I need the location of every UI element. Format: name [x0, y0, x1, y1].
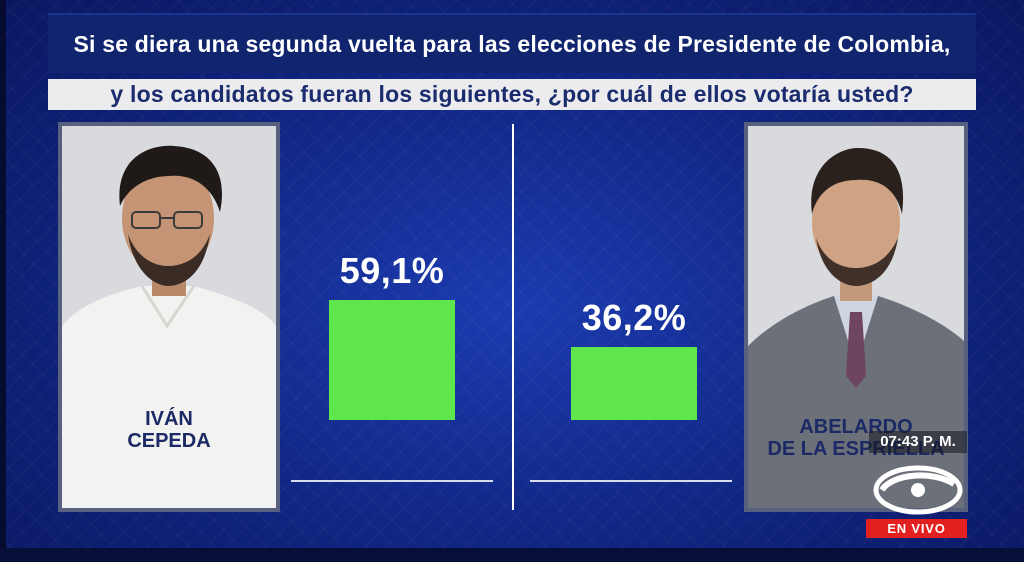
result-bar-delaespriella — [571, 346, 697, 420]
candidate-name-cepeda: IVÁN CEPEDA — [62, 408, 276, 452]
frame-bottom-edge — [0, 548, 1024, 562]
baseline-right — [530, 480, 732, 482]
percent-label-delaespriella: 36,2% — [581, 296, 687, 338]
candidate-name-line-1: IVÁN — [145, 408, 193, 430]
live-badge: EN VIVO — [866, 519, 967, 538]
candidate-card-delaespriella: ABELARDO DE LA ESPRIELLA — [744, 122, 968, 512]
result-bar-cepeda — [329, 300, 455, 420]
candidate-photo-cepeda — [62, 126, 276, 508]
candidate-card-cepeda: IVÁN CEPEDA — [58, 122, 280, 512]
caracol-logo-icon — [873, 465, 963, 515]
broadcast-time: 07:43 P. M. — [869, 431, 967, 453]
question-line-1: Si se diera una segunda vuelta para las … — [48, 13, 976, 73]
percent-label-cepeda: 59,1% — [339, 250, 445, 292]
center-divider — [512, 124, 514, 510]
frame-edge — [0, 0, 6, 562]
question-line-2: y los candidatos fueran los siguientes, … — [48, 79, 976, 110]
candidate-name-line-2: CEPEDA — [127, 430, 211, 452]
baseline-left — [291, 480, 493, 482]
